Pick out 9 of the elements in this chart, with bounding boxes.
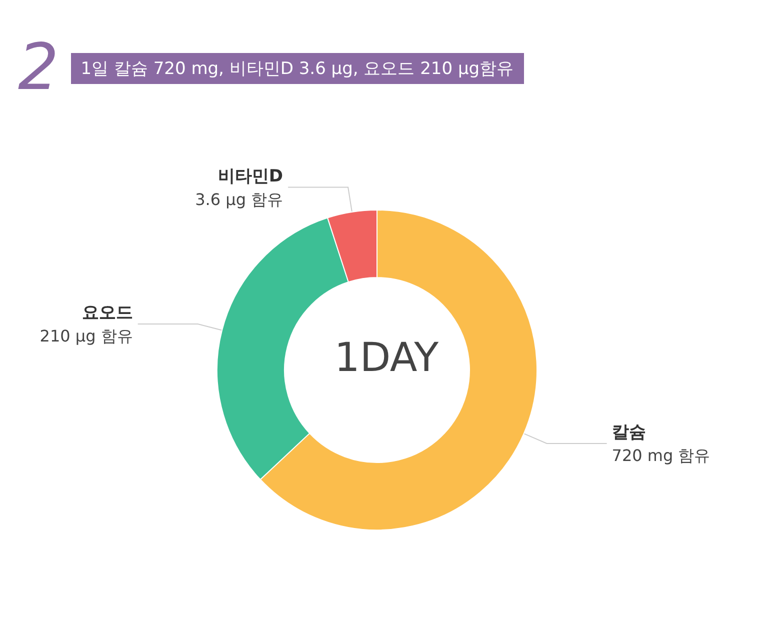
slice-label: 칼슘 xyxy=(612,422,646,442)
text: 210 µg 함유 xyxy=(40,326,133,346)
slice-label: 비타민D xyxy=(218,166,284,186)
slice-label: 요오드 xyxy=(82,302,133,323)
text: 720 mg 함유 xyxy=(612,446,710,465)
text: 1DAY xyxy=(334,335,440,381)
text: 3.6 µg 함유 xyxy=(195,190,284,209)
chart-title: 1일 칼슘 720 mg, 비타민D 3.6 µg, 요오드 210 µg함유 xyxy=(70,52,524,84)
text: 2 xyxy=(18,31,59,105)
